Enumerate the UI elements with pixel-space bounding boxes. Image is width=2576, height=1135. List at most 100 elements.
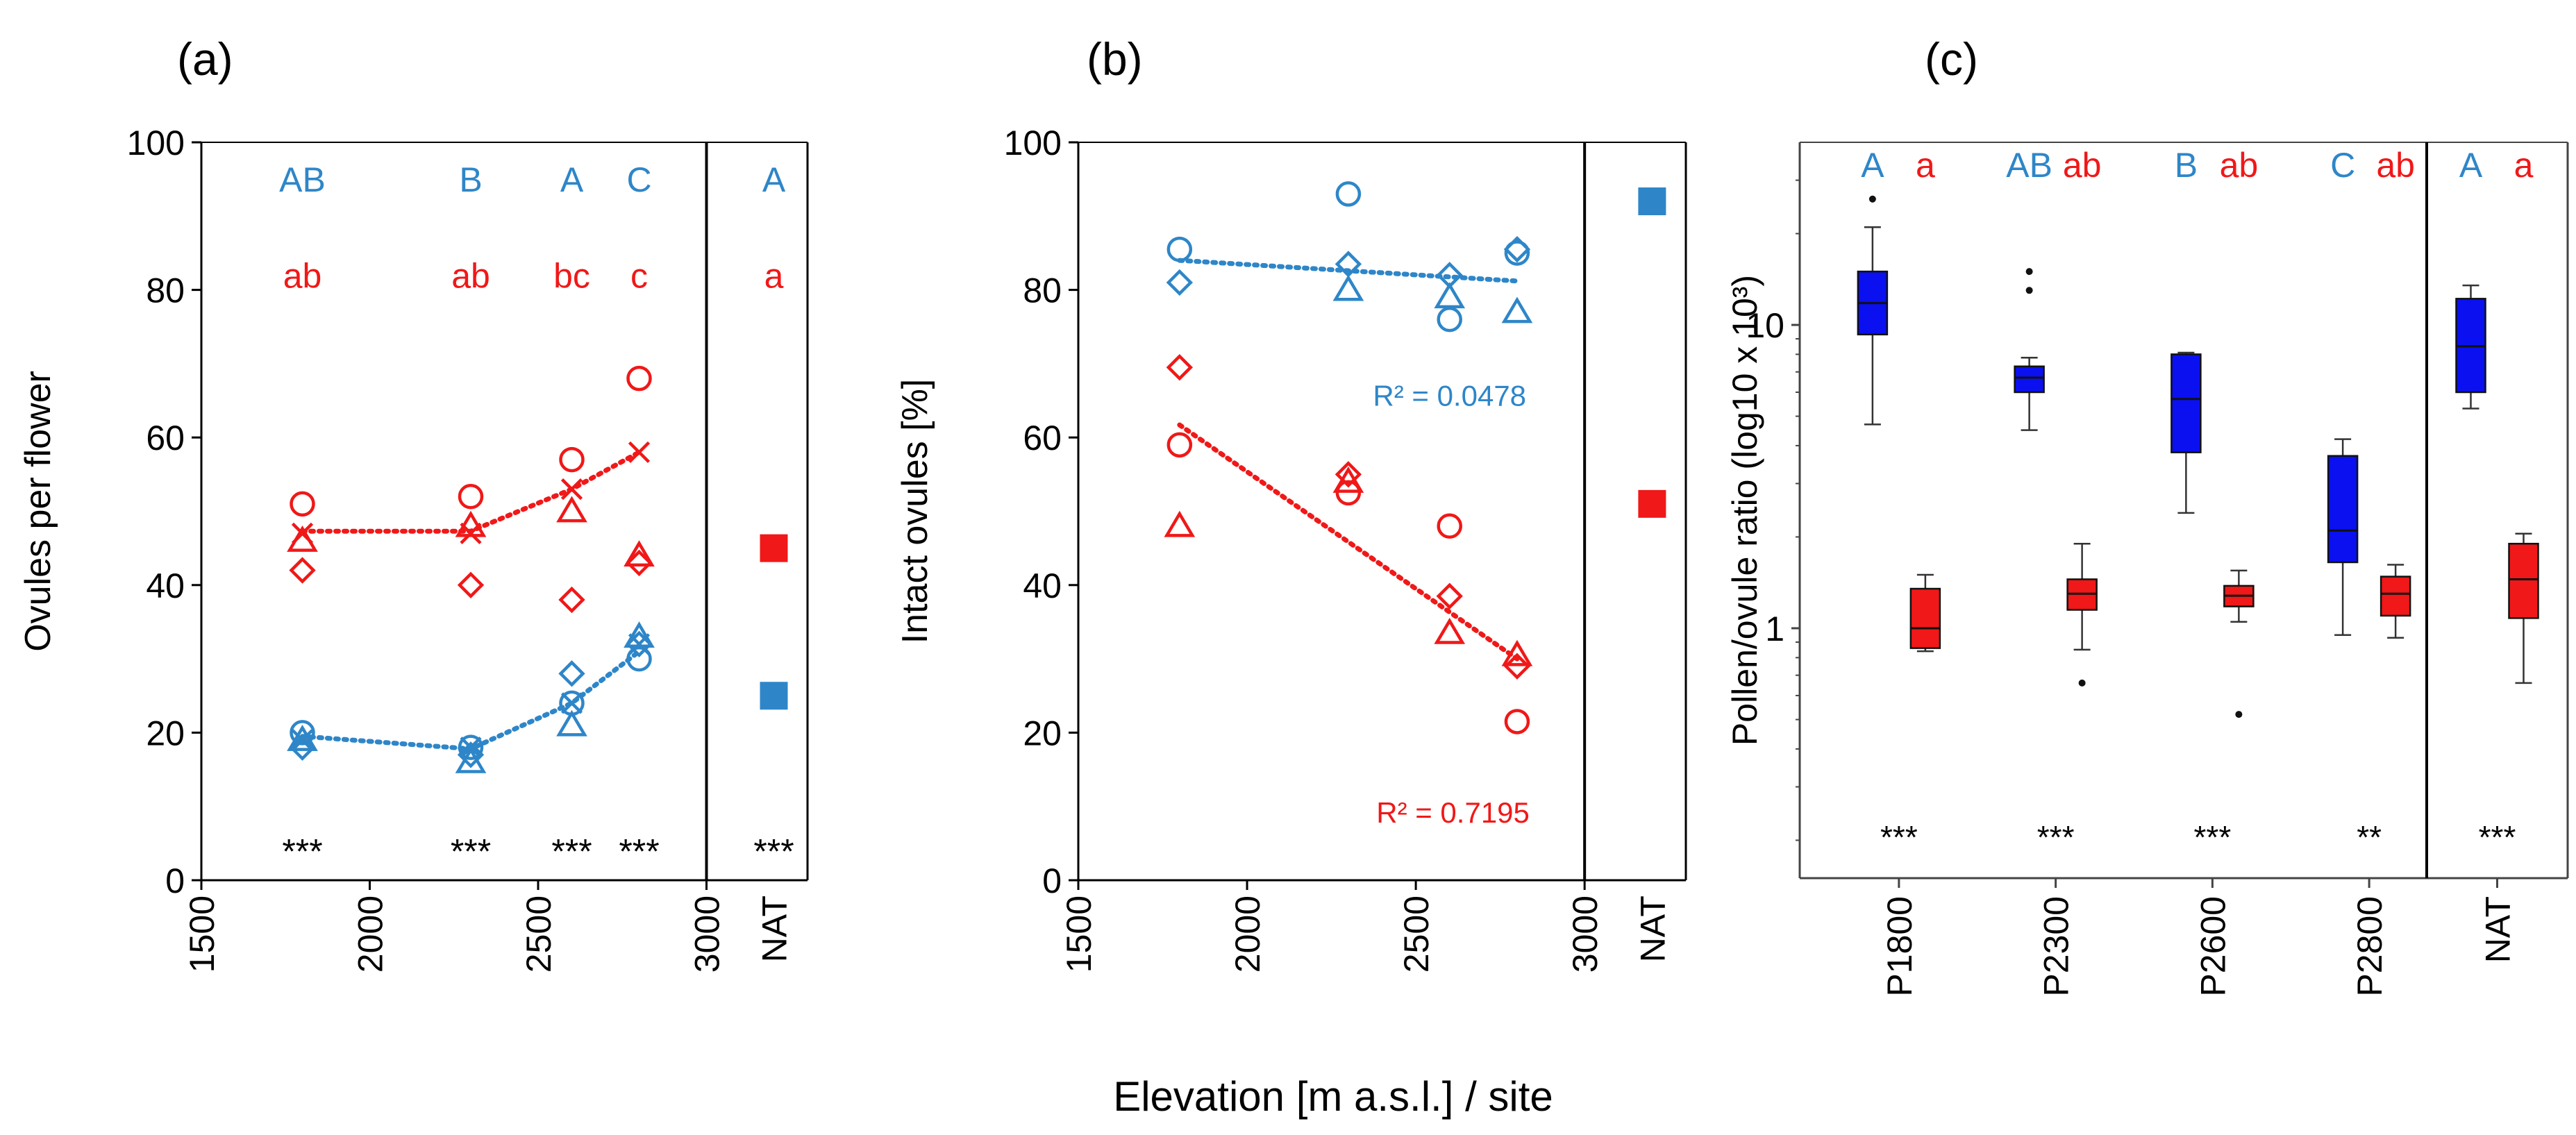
box-box_blue [2171, 353, 2202, 453]
outlier-point [2025, 268, 2033, 276]
group-letter-red: a [1916, 146, 1935, 185]
data-point-blue-x [560, 692, 583, 714]
data-point-blue-circle [1166, 236, 1193, 262]
group-letter-blue: A [2459, 146, 2483, 185]
annotation-label: bc [553, 256, 590, 295]
data-point-blue-circle [458, 734, 484, 760]
data-point-red-triangle [1434, 617, 1466, 644]
annotation-label: ab [451, 256, 490, 295]
box-box_blue [2014, 365, 2045, 394]
outlier-point [2025, 287, 2033, 294]
data-point-red-diamond [1166, 354, 1194, 381]
data-point-blue-circle [626, 646, 652, 672]
x-tick-label: 1500 [1060, 896, 1098, 973]
data-point-red-x [560, 478, 583, 501]
data-point-red-triangle [1501, 639, 1533, 666]
x-tick-label: 2000 [1228, 896, 1267, 973]
data-point-red-diamond [626, 549, 653, 577]
data-point-blue-triangle [1434, 282, 1466, 309]
x-tick-label: 3000 [1566, 896, 1605, 973]
annotation-label: R² = 0.7195 [1376, 796, 1530, 829]
data-point-red-diamond [1503, 653, 1531, 680]
outlier-point [2235, 711, 2243, 718]
panel-label: (b) [1087, 33, 1143, 85]
y-axis-label: Pollen/ovule ratio (log10 x 10³) [1725, 275, 1764, 746]
data-point-red-square [760, 534, 788, 562]
data-point-red-x [628, 441, 651, 464]
group-letter-blue: C [2330, 146, 2355, 185]
data-point-red-triangle [556, 496, 587, 523]
data-point-red-diamond [289, 557, 316, 584]
group-letter-blue: AB [2006, 146, 2052, 185]
y-axis-label: Ovules per flower [18, 371, 58, 652]
data-point-red-circle [559, 446, 585, 473]
annotation-label: C [626, 160, 651, 199]
data-point-red-circle [1504, 709, 1530, 734]
x-category-label: P2800 [2350, 896, 2389, 997]
data-point-red-diamond [558, 586, 585, 614]
annotation-label: AB [279, 160, 326, 199]
y-tick-label: 20 [146, 714, 185, 753]
data-point-red-triangle [1332, 466, 1364, 493]
data-point-red-circle [458, 483, 484, 510]
group-letter-blue: B [2175, 146, 2198, 185]
y-tick-label: 100 [1004, 124, 1062, 162]
data-point-blue-circle [1504, 240, 1530, 266]
data-point-blue-x [628, 633, 651, 655]
annotation-label: *** [619, 832, 659, 871]
y-tick-label: 40 [146, 566, 185, 605]
y-tick-label: 0 [165, 861, 185, 900]
data-point-red-x [291, 522, 314, 544]
data-point-red-circle [626, 365, 652, 392]
data-point-blue-triangle [556, 709, 587, 737]
y-tick-label: 0 [1042, 861, 1062, 900]
box-box_red [1909, 587, 1941, 649]
significance-stars: *** [2037, 819, 2075, 855]
x-tick-label-site: NAT [1633, 896, 1672, 962]
group-letter-blue: A [1861, 146, 1884, 185]
group-letter-red: ab [2220, 146, 2259, 185]
panel-label: (c) [1925, 33, 1978, 85]
x-category-label: P2300 [2037, 896, 2076, 997]
annotation-label: B [459, 160, 482, 199]
y-tick-label: 100 [127, 124, 185, 162]
y-tick-label: 80 [146, 271, 185, 310]
trend-line-red [300, 449, 642, 534]
data-point-red-triangle [1164, 510, 1196, 537]
y-tick-label: 80 [1023, 271, 1062, 310]
panel-label: (a) [177, 33, 233, 85]
data-point-blue-x [291, 729, 314, 751]
data-point-blue-diamond [1166, 269, 1194, 296]
data-point-blue-diamond [457, 741, 485, 768]
trend-line-blue [300, 648, 642, 752]
data-point-red-triangle [624, 540, 655, 567]
y-tick-label: 20 [1023, 714, 1062, 753]
data-point-blue-diamond [626, 630, 653, 658]
data-point-blue-square [1638, 187, 1666, 216]
data-point-red-circle [1166, 432, 1193, 458]
data-point-blue-diamond [558, 660, 585, 687]
data-point-blue-triangle [287, 725, 318, 751]
data-point-blue-diamond [1503, 235, 1531, 263]
data-point-red-x [460, 522, 482, 544]
data-point-red-circle [290, 491, 315, 517]
annotation-label: A [762, 160, 786, 199]
data-point-red-diamond [1436, 582, 1463, 609]
x-tick-label: 2000 [351, 896, 390, 973]
group-letter-red: ab [2063, 146, 2102, 185]
significance-stars: *** [2479, 819, 2516, 855]
significance-stars: *** [1880, 819, 1918, 855]
x-tick-label: 2500 [519, 896, 558, 973]
annotation-label: *** [551, 832, 592, 871]
shared-x-axis-label: Elevation [m a.s.l.] / site [1113, 1073, 1553, 1120]
data-point-blue-triangle [1332, 274, 1364, 301]
data-point-blue-circle [290, 720, 315, 746]
annotation-label: R² = 0.0478 [1373, 379, 1526, 412]
annotation-label: *** [753, 832, 794, 871]
annotation-label: *** [451, 832, 491, 871]
annotation-label: c [630, 256, 648, 295]
box-box_blue [2327, 455, 2359, 564]
x-tick-label: 3000 [688, 896, 727, 973]
